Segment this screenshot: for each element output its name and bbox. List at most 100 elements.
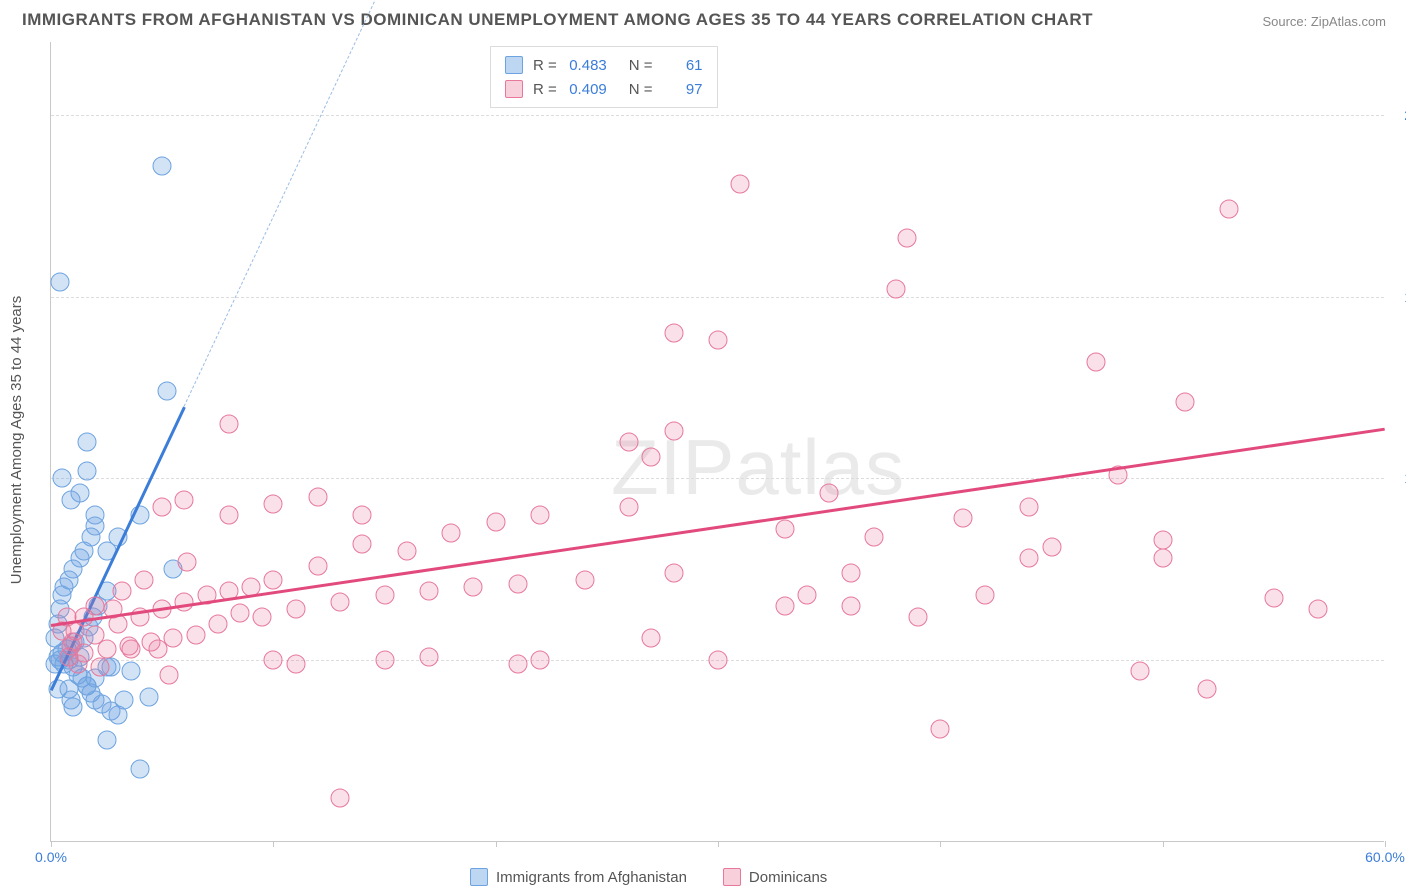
chart-title: IMMIGRANTS FROM AFGHANISTAN VS DOMINICAN… bbox=[22, 10, 1093, 30]
watermark-text: ZIPatlas bbox=[611, 422, 905, 513]
scatter-point bbox=[1020, 549, 1039, 568]
legend-swatch-icon bbox=[723, 868, 741, 886]
scatter-point bbox=[68, 654, 87, 673]
scatter-point bbox=[464, 578, 483, 597]
scatter-point bbox=[264, 651, 283, 670]
legend-n-value: 61 bbox=[659, 57, 703, 74]
legend-n-value: 97 bbox=[659, 81, 703, 98]
scatter-point bbox=[1131, 662, 1150, 681]
legend-r-label: R = bbox=[533, 81, 557, 98]
legend-swatch-icon bbox=[470, 868, 488, 886]
ytick-label: 10.0% bbox=[1389, 470, 1406, 486]
scatter-point bbox=[931, 720, 950, 739]
scatter-point bbox=[148, 640, 167, 659]
scatter-point bbox=[664, 323, 683, 342]
xtick-label: 0.0% bbox=[35, 849, 67, 865]
legend-series-label: Dominicans bbox=[749, 869, 827, 886]
scatter-point bbox=[442, 523, 461, 542]
scatter-point bbox=[642, 447, 661, 466]
scatter-point bbox=[731, 174, 750, 193]
scatter-point bbox=[253, 607, 272, 626]
xtick-mark bbox=[496, 841, 497, 847]
scatter-point bbox=[820, 483, 839, 502]
scatter-point bbox=[1153, 549, 1172, 568]
scatter-point bbox=[86, 596, 105, 615]
scatter-point bbox=[308, 487, 327, 506]
legend-swatch-icon bbox=[505, 56, 523, 74]
scatter-point bbox=[286, 600, 305, 619]
legend-row: R =0.483N =61 bbox=[505, 53, 703, 77]
scatter-point bbox=[531, 651, 550, 670]
legend-series-label: Immigrants from Afghanistan bbox=[496, 869, 687, 886]
legend-item: Dominicans bbox=[723, 868, 827, 886]
scatter-point bbox=[1198, 680, 1217, 699]
scatter-point bbox=[97, 640, 116, 659]
legend-item: Immigrants from Afghanistan bbox=[470, 868, 687, 886]
scatter-point bbox=[909, 607, 928, 626]
scatter-point bbox=[842, 596, 861, 615]
scatter-point bbox=[864, 527, 883, 546]
scatter-point bbox=[70, 483, 89, 502]
scatter-point bbox=[159, 665, 178, 684]
scatter-point bbox=[709, 651, 728, 670]
scatter-point bbox=[219, 414, 238, 433]
scatter-point bbox=[1153, 531, 1172, 550]
xtick-mark bbox=[940, 841, 941, 847]
scatter-point bbox=[975, 585, 994, 604]
legend-r-value: 0.483 bbox=[563, 57, 607, 74]
scatter-point bbox=[419, 647, 438, 666]
scatter-point bbox=[86, 505, 105, 524]
scatter-point bbox=[1020, 498, 1039, 517]
scatter-point bbox=[286, 654, 305, 673]
ytick-label: 15.0% bbox=[1389, 289, 1406, 305]
y-axis-label: Unemployment Among Ages 35 to 44 years bbox=[8, 296, 25, 585]
legend-swatch-icon bbox=[505, 80, 523, 98]
xtick-label: 60.0% bbox=[1365, 849, 1405, 865]
legend-r-value: 0.409 bbox=[563, 81, 607, 98]
scatter-point bbox=[1086, 353, 1105, 372]
scatter-point bbox=[90, 658, 109, 677]
scatter-point bbox=[153, 498, 172, 517]
scatter-point bbox=[331, 593, 350, 612]
scatter-point bbox=[1309, 600, 1328, 619]
scatter-point bbox=[508, 654, 527, 673]
trendline-extension bbox=[184, 0, 452, 406]
xtick-mark bbox=[1385, 841, 1386, 847]
scatter-point bbox=[53, 469, 72, 488]
scatter-point bbox=[130, 760, 149, 779]
scatter-point bbox=[208, 614, 227, 633]
scatter-point bbox=[797, 585, 816, 604]
scatter-point bbox=[157, 382, 176, 401]
scatter-point bbox=[419, 582, 438, 601]
scatter-point bbox=[375, 585, 394, 604]
scatter-point bbox=[64, 698, 83, 717]
gridline-h bbox=[51, 115, 1384, 116]
scatter-point bbox=[709, 331, 728, 350]
scatter-point bbox=[353, 505, 372, 524]
scatter-point bbox=[50, 273, 69, 292]
ytick-label: 20.0% bbox=[1389, 107, 1406, 123]
scatter-point bbox=[953, 509, 972, 528]
scatter-point bbox=[664, 422, 683, 441]
scatter-point bbox=[353, 534, 372, 553]
scatter-point bbox=[331, 789, 350, 808]
scatter-point bbox=[115, 691, 134, 710]
legend-n-label: N = bbox=[629, 81, 653, 98]
scatter-point bbox=[122, 640, 141, 659]
scatter-point bbox=[531, 505, 550, 524]
scatter-point bbox=[175, 491, 194, 510]
correlation-legend: R =0.483N =61R =0.409N =97 bbox=[490, 46, 718, 108]
scatter-point bbox=[775, 596, 794, 615]
trendline bbox=[51, 427, 1385, 626]
scatter-point bbox=[664, 563, 683, 582]
scatter-point bbox=[775, 520, 794, 539]
scatter-point bbox=[139, 687, 158, 706]
scatter-point bbox=[113, 582, 132, 601]
legend-r-label: R = bbox=[533, 57, 557, 74]
xtick-mark bbox=[51, 841, 52, 847]
scatter-point bbox=[575, 571, 594, 590]
scatter-point bbox=[397, 542, 416, 561]
source-label: Source: ZipAtlas.com bbox=[1262, 14, 1386, 29]
xtick-mark bbox=[718, 841, 719, 847]
xtick-mark bbox=[1163, 841, 1164, 847]
